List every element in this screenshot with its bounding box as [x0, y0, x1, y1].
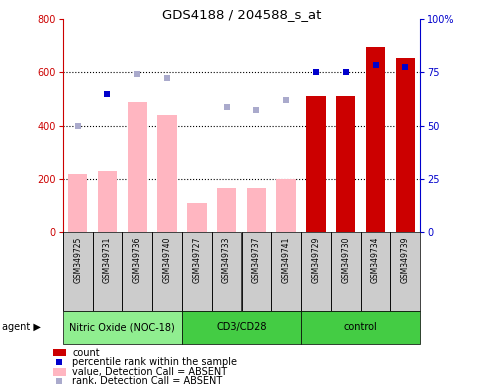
Text: Nitric Oxide (NOC-18): Nitric Oxide (NOC-18) [70, 322, 175, 333]
Bar [361, 232, 390, 311]
Text: GSM349725: GSM349725 [73, 236, 82, 283]
Text: GSM349737: GSM349737 [252, 236, 261, 283]
Bar [396, 58, 415, 232]
Text: count: count [72, 348, 100, 358]
Bar [53, 368, 66, 376]
Bar [212, 232, 242, 311]
Bar [187, 203, 207, 232]
Bar [157, 115, 177, 232]
Bar [271, 232, 301, 311]
Text: percentile rank within the sample: percentile rank within the sample [72, 357, 237, 367]
Bar [63, 232, 93, 311]
Text: GDS4188 / 204588_s_at: GDS4188 / 204588_s_at [162, 8, 321, 22]
Text: GSM349729: GSM349729 [312, 236, 320, 283]
Bar [276, 179, 296, 232]
Bar [93, 232, 122, 311]
Bar [152, 232, 182, 311]
Bar [301, 232, 331, 311]
Bar [366, 47, 385, 232]
Bar [98, 171, 117, 232]
Bar [68, 174, 87, 232]
Text: GSM349740: GSM349740 [163, 236, 171, 283]
Bar [122, 232, 152, 311]
Text: GSM349734: GSM349734 [371, 236, 380, 283]
Bar [242, 232, 271, 311]
Text: GSM349731: GSM349731 [103, 236, 112, 283]
Bar [182, 232, 212, 311]
Text: GSM349727: GSM349727 [192, 236, 201, 283]
Text: GSM349741: GSM349741 [282, 236, 291, 283]
Bar [53, 349, 66, 356]
Bar [128, 102, 147, 232]
Text: agent ▶: agent ▶ [2, 322, 41, 332]
Bar [331, 232, 361, 311]
Text: GSM349733: GSM349733 [222, 236, 231, 283]
Text: CD3/CD28: CD3/CD28 [216, 322, 267, 333]
Bar [63, 311, 182, 344]
Bar [301, 311, 420, 344]
Bar [247, 189, 266, 232]
Text: rank, Detection Call = ABSENT: rank, Detection Call = ABSENT [72, 376, 223, 384]
Text: value, Detection Call = ABSENT: value, Detection Call = ABSENT [72, 367, 227, 377]
Bar [306, 96, 326, 232]
Text: control: control [344, 322, 378, 333]
Bar [182, 311, 301, 344]
Text: GSM349730: GSM349730 [341, 236, 350, 283]
Bar [336, 96, 355, 232]
Text: GSM349736: GSM349736 [133, 236, 142, 283]
Bar [390, 232, 420, 311]
Bar [217, 189, 236, 232]
Text: GSM349739: GSM349739 [401, 236, 410, 283]
